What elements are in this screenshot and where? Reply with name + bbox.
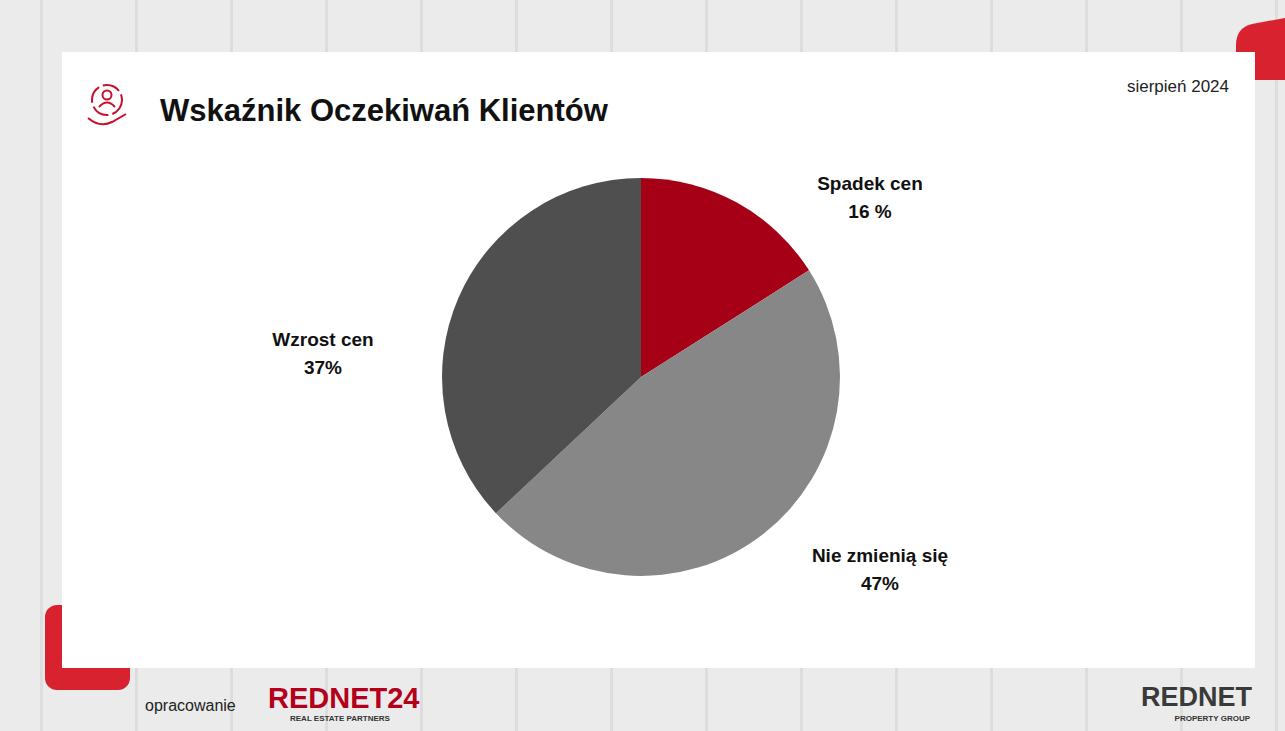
title-icon — [88, 85, 126, 124]
chart-root: Wskaźnik Oczekiwań Klientów sierpień 2024… — [0, 0, 1285, 731]
background-line — [1275, 0, 1278, 731]
slice-value-label: 47% — [861, 573, 899, 594]
background-line — [40, 0, 43, 731]
slice-category-label: Nie zmienią się — [812, 545, 948, 566]
slice-value-label: 16 % — [848, 201, 891, 222]
slice-category-label: Spadek cen — [817, 173, 923, 194]
footer-logo-sub: REAL ESTATE PARTNERS — [290, 714, 391, 723]
card — [62, 52, 1255, 668]
chart-title: Wskaźnik Oczekiwań Klientów — [160, 93, 609, 128]
chart-date: sierpień 2024 — [1127, 77, 1229, 96]
pie — [442, 178, 840, 576]
footer-logo-sub: PROPERTY GROUP — [1175, 714, 1251, 723]
slice-category-label: Wzrost cen — [272, 329, 373, 350]
background — [0, 0, 1285, 731]
footer-credit: opracowanie — [145, 697, 236, 714]
slice-value-label: 37% — [304, 357, 342, 378]
footer-logo: REDNET24 — [268, 682, 420, 714]
pie-slice — [442, 178, 641, 513]
footer-logo: REDNET — [1141, 682, 1253, 712]
